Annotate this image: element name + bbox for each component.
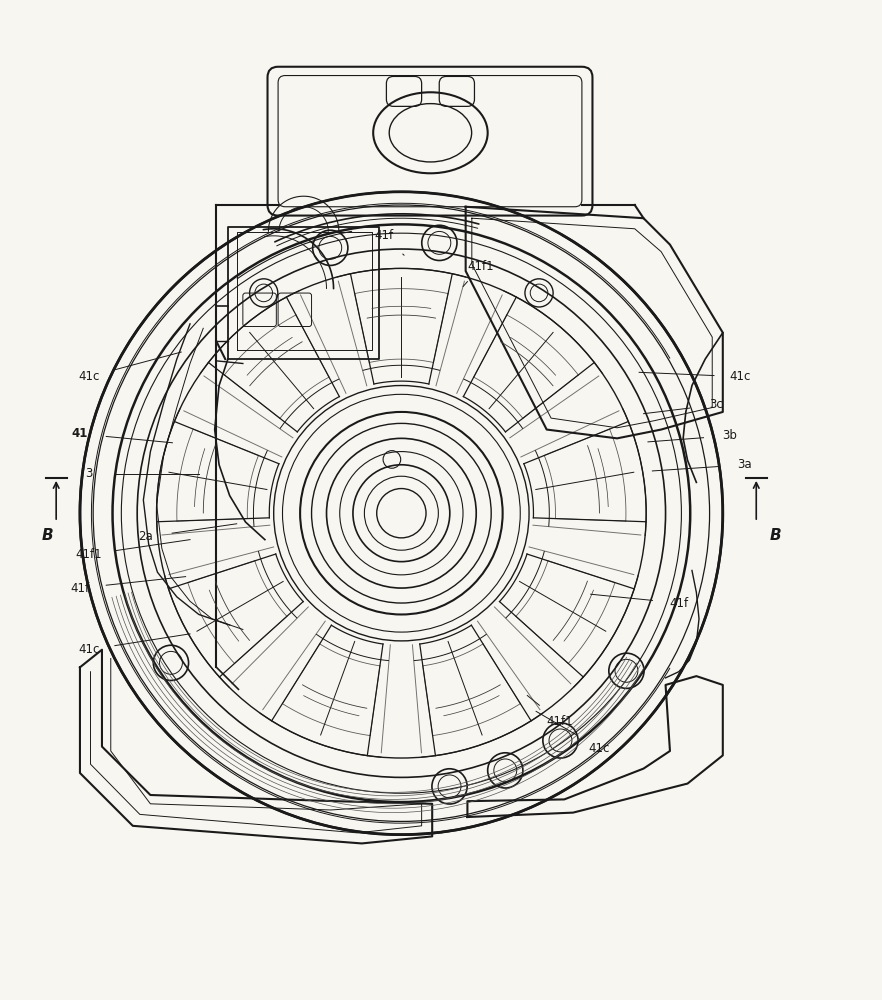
Text: 2a: 2a — [138, 530, 153, 543]
Text: 41c: 41c — [729, 370, 751, 383]
Text: 3b: 3b — [722, 429, 737, 442]
Text: 41c: 41c — [78, 643, 100, 656]
Text: B: B — [770, 528, 781, 543]
Text: 3c: 3c — [709, 398, 722, 411]
Text: 41f1: 41f1 — [547, 715, 573, 728]
Text: 3a: 3a — [737, 458, 752, 471]
Text: 41f: 41f — [669, 597, 688, 610]
Text: 41c: 41c — [78, 370, 100, 383]
Text: 41: 41 — [71, 427, 88, 440]
Text: 41c: 41c — [589, 742, 610, 755]
Text: 41f1: 41f1 — [76, 548, 102, 561]
Text: 3: 3 — [85, 467, 93, 480]
Text: 41f: 41f — [71, 582, 89, 595]
Text: B: B — [41, 528, 53, 543]
Text: 41f: 41f — [374, 229, 393, 242]
Text: 41f1: 41f1 — [467, 260, 494, 273]
